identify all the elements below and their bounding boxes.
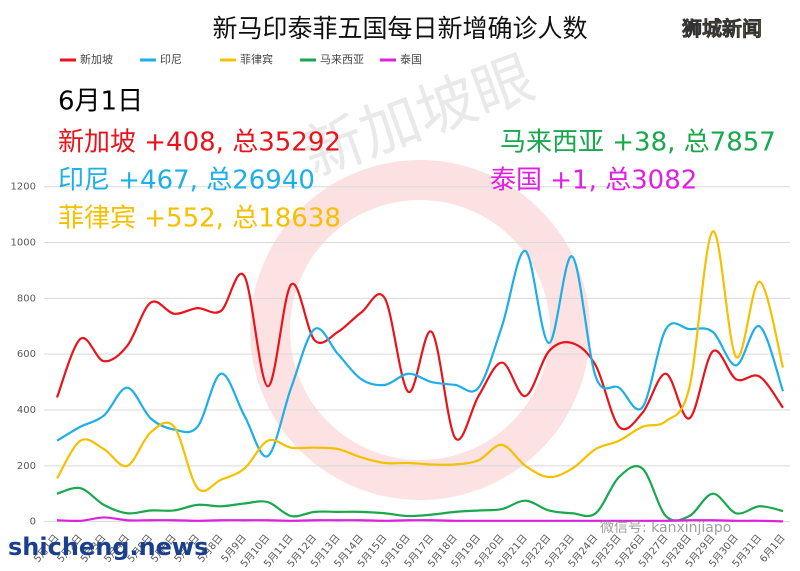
y-tick-label: 800: [17, 293, 36, 304]
legend-label: 菲律宾: [240, 52, 273, 66]
annotation: 6月1日: [58, 87, 143, 117]
chart-title: 新马印泰菲五国每日新增确诊人数: [212, 14, 587, 43]
x-tick-label: 6月1日: [757, 532, 787, 565]
annotation: 马来西亚 +38, 总7857: [500, 128, 776, 158]
annotation: 泰国 +1, 总3082: [490, 166, 697, 196]
legend-label: 新加坡: [80, 52, 113, 66]
y-tick-label: 600: [17, 349, 36, 360]
annotation: 新加坡 +408, 总35292: [58, 128, 341, 158]
watermark-wechat: 微信号: kanxinjiapo: [600, 520, 731, 536]
y-tick-label: 400: [17, 405, 36, 416]
watermark-site: shicheng.news: [8, 533, 208, 561]
y-tick-label: 200: [17, 461, 36, 472]
legend: 新加坡 印尼 菲律宾 马来西亚 泰国: [60, 52, 422, 66]
series-line: [56, 516, 784, 523]
annotation: 印尼 +467, 总26940: [58, 166, 315, 196]
y-tick-label: 0: [30, 517, 36, 528]
annotation: 菲律宾 +552, 总18638: [58, 204, 341, 234]
watermark-circle: [250, 160, 590, 500]
y-tick-label: 1000: [11, 238, 36, 249]
legend-label: 泰国: [400, 52, 422, 66]
y-tick-label: 1200: [11, 182, 36, 193]
badge: 狮城新闻: [682, 17, 762, 41]
series-line: [56, 230, 785, 493]
series-line: [55, 272, 784, 441]
series-line: [56, 249, 785, 458]
legend-label: 印尼: [160, 53, 182, 66]
series-line: [56, 465, 784, 522]
legend-label: 马来西亚: [320, 53, 364, 66]
watermark: 新加坡眼: [250, 43, 590, 500]
